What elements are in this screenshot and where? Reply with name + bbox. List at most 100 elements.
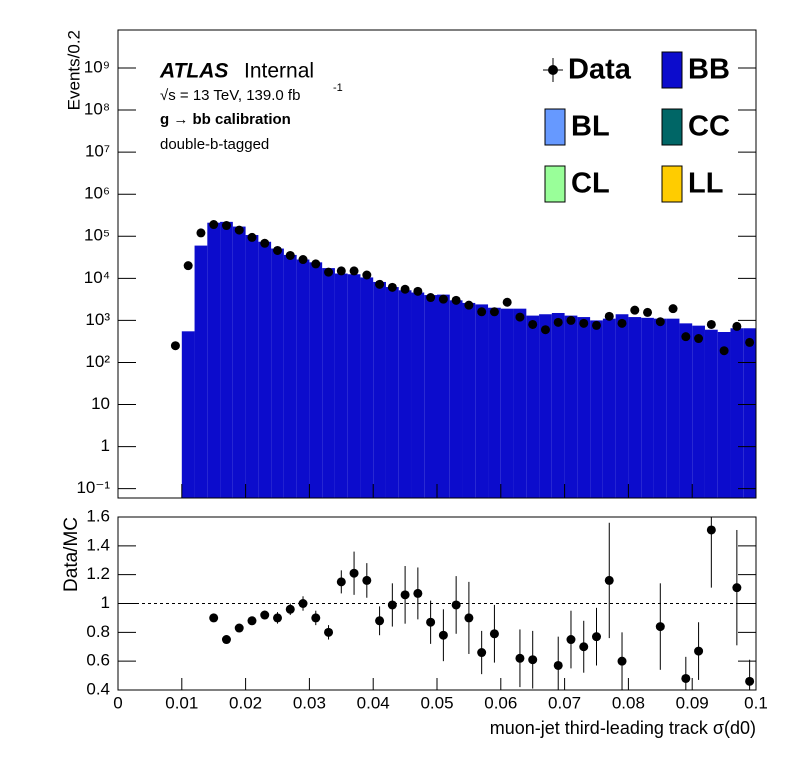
ratio-point — [579, 642, 589, 652]
y-tick-label: 1.2 — [86, 564, 110, 583]
x-tick-label: 0.09 — [676, 693, 709, 712]
ratio-point — [247, 616, 257, 626]
y-tick-label: 10 — [91, 394, 110, 413]
ratio-point — [515, 653, 525, 663]
y-tick-label: 1 — [101, 593, 110, 612]
histogram-bar — [398, 290, 412, 498]
histogram-bar — [653, 318, 667, 498]
data-point — [221, 221, 231, 231]
histogram-bar — [181, 331, 195, 498]
histogram-bar — [424, 295, 437, 498]
histogram-bar — [309, 262, 323, 498]
ratio-point — [260, 610, 270, 620]
histogram-bar — [590, 320, 603, 498]
histogram-bar — [717, 331, 731, 498]
data-point — [387, 282, 397, 292]
x-tick-label: 0.08 — [612, 693, 645, 712]
data-point — [643, 307, 653, 317]
data-point — [655, 317, 665, 327]
data-point — [477, 307, 487, 317]
data-point — [451, 295, 461, 305]
histogram-bar — [602, 318, 616, 498]
data-point — [311, 259, 321, 269]
histogram-bar — [526, 315, 540, 498]
ratio-point — [694, 646, 704, 656]
legend: Data BB BL CC CL LL — [543, 51, 730, 203]
histogram-bar — [194, 245, 208, 498]
y-tick-label: 0.4 — [86, 679, 110, 698]
ratio-point — [336, 577, 346, 587]
histogram-bar — [271, 248, 284, 498]
histogram-bar — [488, 307, 501, 498]
histogram-bar — [347, 274, 361, 498]
lumi-exponent: -1 — [333, 82, 343, 94]
data-point — [540, 325, 550, 335]
data-point — [336, 266, 346, 276]
data-point — [579, 318, 589, 328]
data-point — [183, 261, 193, 271]
ratio-point — [400, 590, 410, 600]
ratio-point — [324, 627, 334, 637]
histogram-bar — [385, 287, 399, 498]
y-tick-label: 10⁴ — [84, 268, 110, 287]
y-tick-label: 10⁶ — [84, 184, 110, 203]
histogram-bar — [628, 317, 642, 498]
data-point — [362, 270, 372, 280]
y-tick-label: 10² — [85, 352, 110, 371]
ratio-point — [464, 613, 474, 623]
data-point — [400, 284, 410, 294]
ratio-panel: 0.4 0.6 0.8 1 1.2 1.4 1.6 0 0.01 0.02 0.03 0.04 0.05… — [86, 506, 767, 712]
ratio-point — [273, 613, 282, 623]
data-point — [298, 255, 308, 265]
ratio-point — [681, 673, 691, 683]
x-tick-label: 0 — [113, 693, 122, 712]
data-point — [604, 311, 614, 321]
histogram-bar — [449, 300, 463, 498]
data-point — [285, 250, 295, 260]
legend-swatch — [661, 108, 683, 146]
main-panel: 10⁻¹ 1 10 10² 10³ 10⁴ 10⁵ 10⁶ 10⁷ 10⁸ 10⁹ — [76, 57, 757, 498]
histogram-bar — [360, 277, 374, 498]
data-point — [349, 266, 359, 276]
histogram-bar — [475, 304, 489, 498]
data-point — [694, 334, 704, 344]
data-point — [515, 312, 525, 322]
data-point — [630, 305, 640, 315]
x-tick-label: 0.01 — [165, 693, 198, 712]
ratio-point — [234, 623, 244, 633]
y-tick-label: 10⁹ — [84, 57, 110, 76]
data-point — [592, 320, 601, 330]
x-axis-label: muon-jet third-leading track σ(d0) — [490, 718, 756, 738]
legend-label: BL — [571, 111, 610, 143]
histogram-bar — [245, 235, 259, 498]
data-point — [706, 319, 716, 329]
ratio-point — [209, 613, 219, 623]
data-point — [553, 317, 563, 327]
tagging-label: double-b-tagged — [160, 136, 269, 153]
data-point — [719, 346, 729, 356]
ratio-point — [566, 635, 576, 645]
ratio-point — [477, 648, 487, 658]
data-point — [234, 225, 244, 235]
data-point — [668, 304, 678, 314]
legend-swatch — [544, 108, 566, 146]
y-tick-label: 1 — [101, 436, 110, 455]
ratio-point — [451, 600, 461, 610]
x-tick-label: 0.04 — [357, 693, 390, 712]
y-tick-label: 0.8 — [86, 622, 110, 641]
ratio-point — [413, 588, 423, 598]
legend-label: Data — [568, 54, 632, 86]
ratio-point — [298, 599, 308, 608]
legend-marker — [548, 65, 558, 75]
ratio-point — [617, 656, 627, 666]
ratio-point — [349, 568, 359, 578]
data-point — [745, 337, 755, 347]
ratio-point — [732, 583, 742, 593]
x-tick-label: 0.05 — [420, 693, 453, 712]
x-tick-label: 0.03 — [293, 693, 326, 712]
histogram-bar — [462, 302, 476, 498]
data-point — [209, 220, 219, 230]
y-tick-label: 10³ — [85, 310, 110, 329]
data-point — [273, 245, 282, 255]
